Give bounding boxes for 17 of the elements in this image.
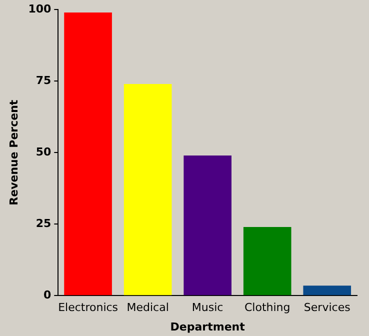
bar — [64, 12, 112, 296]
x-tick-label: Services — [304, 301, 351, 314]
y-tick-label: 50 — [36, 145, 52, 158]
y-tick-label: 75 — [36, 74, 52, 87]
x-tick-label: Electronics — [58, 301, 118, 314]
x-tick-label: Clothing — [244, 301, 290, 314]
y-tick-label: 0 — [44, 288, 52, 302]
x-tick-label: Medical — [126, 301, 169, 314]
x-axis-title: Department — [170, 320, 245, 334]
y-axis-title: Revenue Percent — [7, 100, 20, 206]
y-tick-label: 100 — [28, 2, 52, 16]
x-tick-label: Music — [192, 301, 224, 314]
bar — [243, 226, 292, 296]
bar — [184, 155, 232, 296]
bar — [303, 286, 352, 296]
bar — [124, 84, 172, 296]
y-tick-label: 25 — [36, 216, 52, 230]
